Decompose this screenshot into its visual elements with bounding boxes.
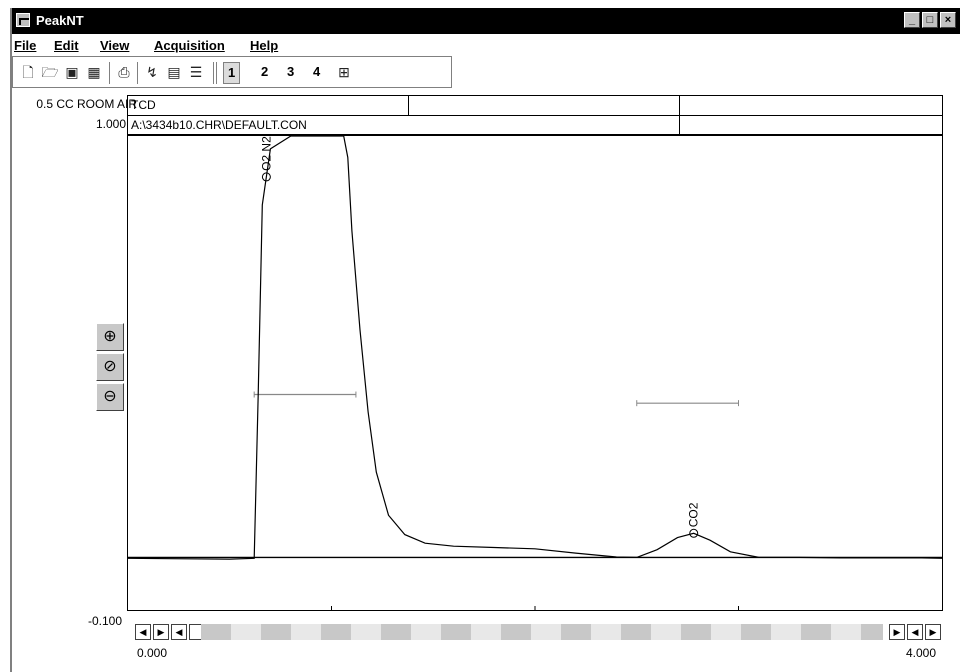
menu-view[interactable]: View (100, 38, 130, 53)
x-min-label: 0.000 (137, 646, 168, 660)
window-title: PeakNT (36, 13, 84, 28)
scroll-first-button[interactable]: ◀ (135, 624, 151, 640)
app-icon[interactable] (16, 13, 30, 27)
scroll-next-button[interactable]: ▶ (153, 624, 169, 640)
y-min-label: -0.100 (87, 614, 122, 628)
peak-label: CO2 (687, 502, 701, 527)
maximize-button[interactable]: □ (922, 12, 938, 28)
scroll-left-button[interactable]: ◀ (907, 624, 923, 640)
title-bar[interactable]: PeakNT _ □ × (12, 8, 960, 34)
detector-label: TCD (131, 98, 156, 112)
menu-help[interactable]: Help (250, 38, 279, 53)
zoom-out-icon[interactable]: ⊖ (96, 383, 124, 411)
results-icon[interactable]: ▤ (167, 64, 181, 80)
menu-acquisition[interactable]: Acquisition (154, 38, 225, 53)
report-icon[interactable]: ☰ (189, 64, 203, 80)
zoom-reset-icon[interactable]: ⊘ (96, 353, 124, 381)
scale-top-label: 1.000 (95, 117, 126, 131)
chromatogram-plot[interactable]: O2 N2 CO2 (127, 135, 943, 611)
channel-1-button[interactable]: 1 (223, 62, 241, 84)
menu-edit[interactable]: Edit (54, 38, 79, 53)
peak-tool-icon[interactable]: ↯ (146, 64, 158, 80)
all-channels-icon[interactable]: ⊞ (338, 64, 350, 80)
close-button[interactable]: × (940, 12, 956, 28)
zoom-in-icon[interactable]: ⊕ (96, 323, 124, 351)
toolbar: 🗋 🗁 ▣ ▦ ⎙ ↯ ▤ ☰ 1 2 3 4 ⊞ (12, 56, 452, 88)
x-max-label: 4.000 (906, 646, 937, 660)
print-icon[interactable]: ⎙ (118, 64, 130, 80)
menu-file[interactable]: File (14, 38, 37, 53)
chromatogram-svg: O2 N2 CO2 (128, 136, 942, 610)
open-folder-icon[interactable]: 🗁 (41, 64, 59, 80)
scroll-last-button[interactable]: ▶ (925, 624, 941, 640)
save-all-icon[interactable]: ▦ (87, 64, 101, 80)
scroll-prev-button[interactable]: ◀ (171, 624, 187, 640)
channel-4-button[interactable]: 4 (313, 64, 321, 79)
channel-3-button[interactable]: 3 (287, 64, 295, 79)
peak-marker[interactable] (261, 172, 271, 182)
sample-name: 0.5 CC ROOM AIR (36, 97, 137, 111)
peak-marker[interactable] (689, 528, 699, 538)
scroll-right-button[interactable]: ▶ (889, 624, 905, 640)
minimize-button[interactable]: _ (904, 12, 920, 28)
menu-bar: File Edit View Acquisition Help (12, 34, 960, 56)
scroll-track[interactable] (201, 624, 883, 640)
file-path: A:\3434b10.CHR\DEFAULT.CON (131, 118, 307, 132)
header-grid: TCD A:\3434b10.CHR\DEFAULT.CON (127, 95, 943, 136)
channel-2-button[interactable]: 2 (261, 64, 269, 79)
new-file-icon[interactable]: 🗋 (22, 64, 34, 80)
save-icon[interactable]: ▣ (65, 64, 79, 80)
chromatogram-trace (128, 136, 942, 560)
zoom-controls: ⊕ ⊘ ⊖ (96, 323, 124, 413)
peak-label: O2 N2 (259, 136, 273, 171)
horizontal-scrollbar[interactable]: ◀ ▶ ◀ ▶ ◀ ▶ (127, 624, 943, 642)
